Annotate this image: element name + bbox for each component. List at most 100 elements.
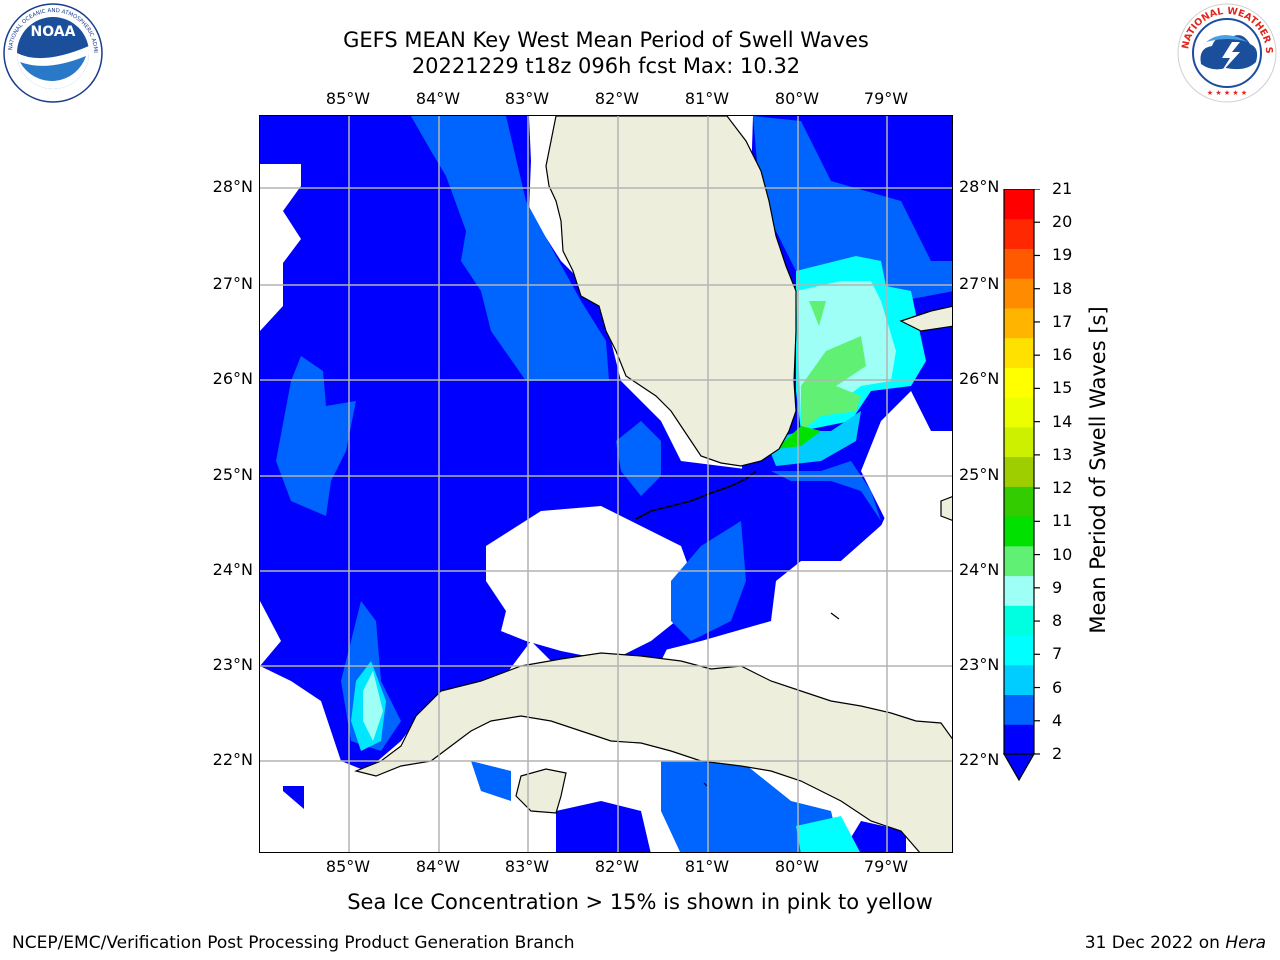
swell-contour-4-6 bbox=[616, 421, 661, 496]
lat-label-right: 25°N bbox=[959, 465, 1000, 484]
colorbar-segment bbox=[1004, 486, 1034, 517]
lon-label-top: 83°W bbox=[504, 89, 550, 108]
lon-label-bottom: 84°W bbox=[415, 857, 461, 876]
nws-logo: NATIONAL WEATHER SERVICE ★ ★ ★ ★ ★ bbox=[1176, 2, 1277, 103]
lat-label-left: 28°N bbox=[212, 177, 253, 196]
lat-label-right: 24°N bbox=[959, 560, 1000, 579]
colorbar-tick-label: 19 bbox=[1052, 245, 1073, 265]
colorbar-tick-label: 17 bbox=[1052, 311, 1073, 331]
lat-label-left: 27°N bbox=[212, 274, 253, 293]
no-data-region bbox=[283, 786, 304, 809]
colorbar-segment bbox=[1004, 397, 1034, 428]
colorbar-tick-label: 4 bbox=[1052, 710, 1063, 730]
florida-keys bbox=[635, 470, 757, 520]
swell-contour-9-10 bbox=[809, 301, 826, 326]
noaa-logo: NOAA NATIONAL OCEANIC AND ATMOSPHERIC AD… bbox=[2, 2, 103, 103]
colorbar-tick-label: 8 bbox=[1052, 611, 1063, 631]
no-data-region bbox=[776, 471, 952, 641]
swell-contour-4-6 bbox=[753, 116, 952, 301]
colorbar-segment bbox=[1004, 635, 1034, 666]
colorbar-segment bbox=[1004, 545, 1034, 577]
colorbar-tick-label: 16 bbox=[1052, 345, 1073, 365]
no-data-region bbox=[260, 164, 301, 331]
lon-label-bottom: 80°W bbox=[774, 857, 820, 876]
colorbar bbox=[1003, 189, 1040, 782]
lat-label-right: 22°N bbox=[959, 750, 1000, 769]
colorbar-tick-label: 12 bbox=[1052, 478, 1073, 498]
lon-label-bottom: 82°W bbox=[594, 857, 640, 876]
colorbar-segment bbox=[1004, 367, 1034, 398]
colorbar-segment bbox=[1004, 664, 1034, 696]
lat-label-right: 27°N bbox=[959, 274, 1000, 293]
bahamas-island bbox=[940, 496, 952, 521]
colorbar-segment bbox=[1004, 575, 1034, 606]
swell-period-map bbox=[260, 116, 952, 852]
swell-contour-4-6 bbox=[471, 761, 511, 801]
swell-contour-4-6 bbox=[661, 761, 841, 852]
colorbar-segment bbox=[1004, 307, 1034, 339]
lat-label-right: 26°N bbox=[959, 369, 1000, 388]
colorbar-tick-label: 10 bbox=[1052, 544, 1073, 564]
colorbar-tick-label: 9 bbox=[1052, 577, 1063, 597]
lon-label-top: 85°W bbox=[325, 89, 371, 108]
colorbar-tick-label: 18 bbox=[1052, 278, 1073, 298]
lon-label-bottom: 79°W bbox=[863, 857, 909, 876]
colorbar-tick-label: 6 bbox=[1052, 677, 1063, 697]
swell-contour-2-4 bbox=[556, 801, 651, 852]
colorbar-tick-label: 14 bbox=[1052, 411, 1073, 431]
lon-label-top: 81°W bbox=[684, 89, 730, 108]
swell-contour-6-7 bbox=[766, 411, 861, 466]
colorbar-tick-label: 20 bbox=[1052, 212, 1073, 232]
colorbar-segment bbox=[1004, 694, 1034, 725]
lat-label-right: 28°N bbox=[959, 177, 1000, 196]
florida-landmass bbox=[545, 116, 797, 467]
colorbar-segment bbox=[1004, 248, 1034, 279]
lat-label-left: 23°N bbox=[212, 655, 253, 674]
svg-text:NOAA: NOAA bbox=[31, 24, 76, 40]
svg-text:★ ★ ★ ★ ★: ★ ★ ★ ★ ★ bbox=[1207, 89, 1247, 97]
lat-label-left: 26°N bbox=[212, 369, 253, 388]
bahamas-island bbox=[703, 782, 708, 787]
swell-contour-6-7 bbox=[796, 816, 860, 852]
footer-date-text: 31 Dec 2022 on bbox=[1084, 933, 1226, 953]
colorbar-segment bbox=[1004, 456, 1034, 487]
lon-label-top: 82°W bbox=[594, 89, 640, 108]
colorbar-segment bbox=[1004, 218, 1034, 249]
map-panel[interactable] bbox=[259, 115, 953, 853]
colorbar-tick-label: 2 bbox=[1052, 744, 1063, 763]
lon-label-bottom: 81°W bbox=[684, 857, 730, 876]
colorbar-segment bbox=[1004, 605, 1034, 636]
lat-label-left: 25°N bbox=[212, 465, 253, 484]
no-data-region bbox=[260, 761, 461, 852]
lon-label-top: 80°W bbox=[774, 89, 820, 108]
colorbar-tick-label: 21 bbox=[1052, 179, 1073, 198]
lat-label-left: 22°N bbox=[212, 750, 253, 769]
lon-label-top: 84°W bbox=[415, 89, 461, 108]
colorbar-tick-label: 11 bbox=[1052, 511, 1073, 531]
colorbar-segment bbox=[1004, 426, 1034, 458]
footer-host: Hera bbox=[1225, 933, 1266, 953]
lon-gridlines bbox=[348, 116, 888, 852]
lat-label-right: 23°N bbox=[959, 655, 1000, 674]
lat-label-left: 24°N bbox=[212, 560, 253, 579]
lon-label-bottom: 83°W bbox=[504, 857, 550, 876]
swell-contour-8-9 bbox=[363, 671, 383, 741]
lon-label-bottom: 85°W bbox=[325, 857, 371, 876]
swell-contour-9-10 bbox=[801, 336, 866, 431]
colorbar-tick-label: 7 bbox=[1052, 644, 1063, 664]
colorbar-segment bbox=[1004, 189, 1034, 220]
no-data-region bbox=[260, 601, 281, 666]
cuba-landmass bbox=[354, 652, 952, 852]
lat-gridlines bbox=[260, 187, 952, 762]
sea-ice-note: Sea Ice Concentration > 15% is shown in … bbox=[347, 890, 933, 914]
colorbar-tick-label: 15 bbox=[1052, 378, 1073, 398]
footer-organization: NCEP/EMC/Verification Post Processing Pr… bbox=[12, 933, 575, 953]
map-title: GEFS MEAN Key West Mean Period of Swell … bbox=[343, 28, 869, 52]
no-data-region bbox=[486, 506, 701, 661]
colorbar-extend-min bbox=[1003, 753, 1036, 782]
map-subtitle: 20221229 t18z 096h fcst Max: 10.32 bbox=[411, 54, 801, 78]
colorbar-segment bbox=[1004, 516, 1034, 547]
colorbar-outline bbox=[1003, 189, 1035, 755]
lon-label-top: 79°W bbox=[863, 89, 909, 108]
colorbar-segment bbox=[1004, 337, 1034, 368]
